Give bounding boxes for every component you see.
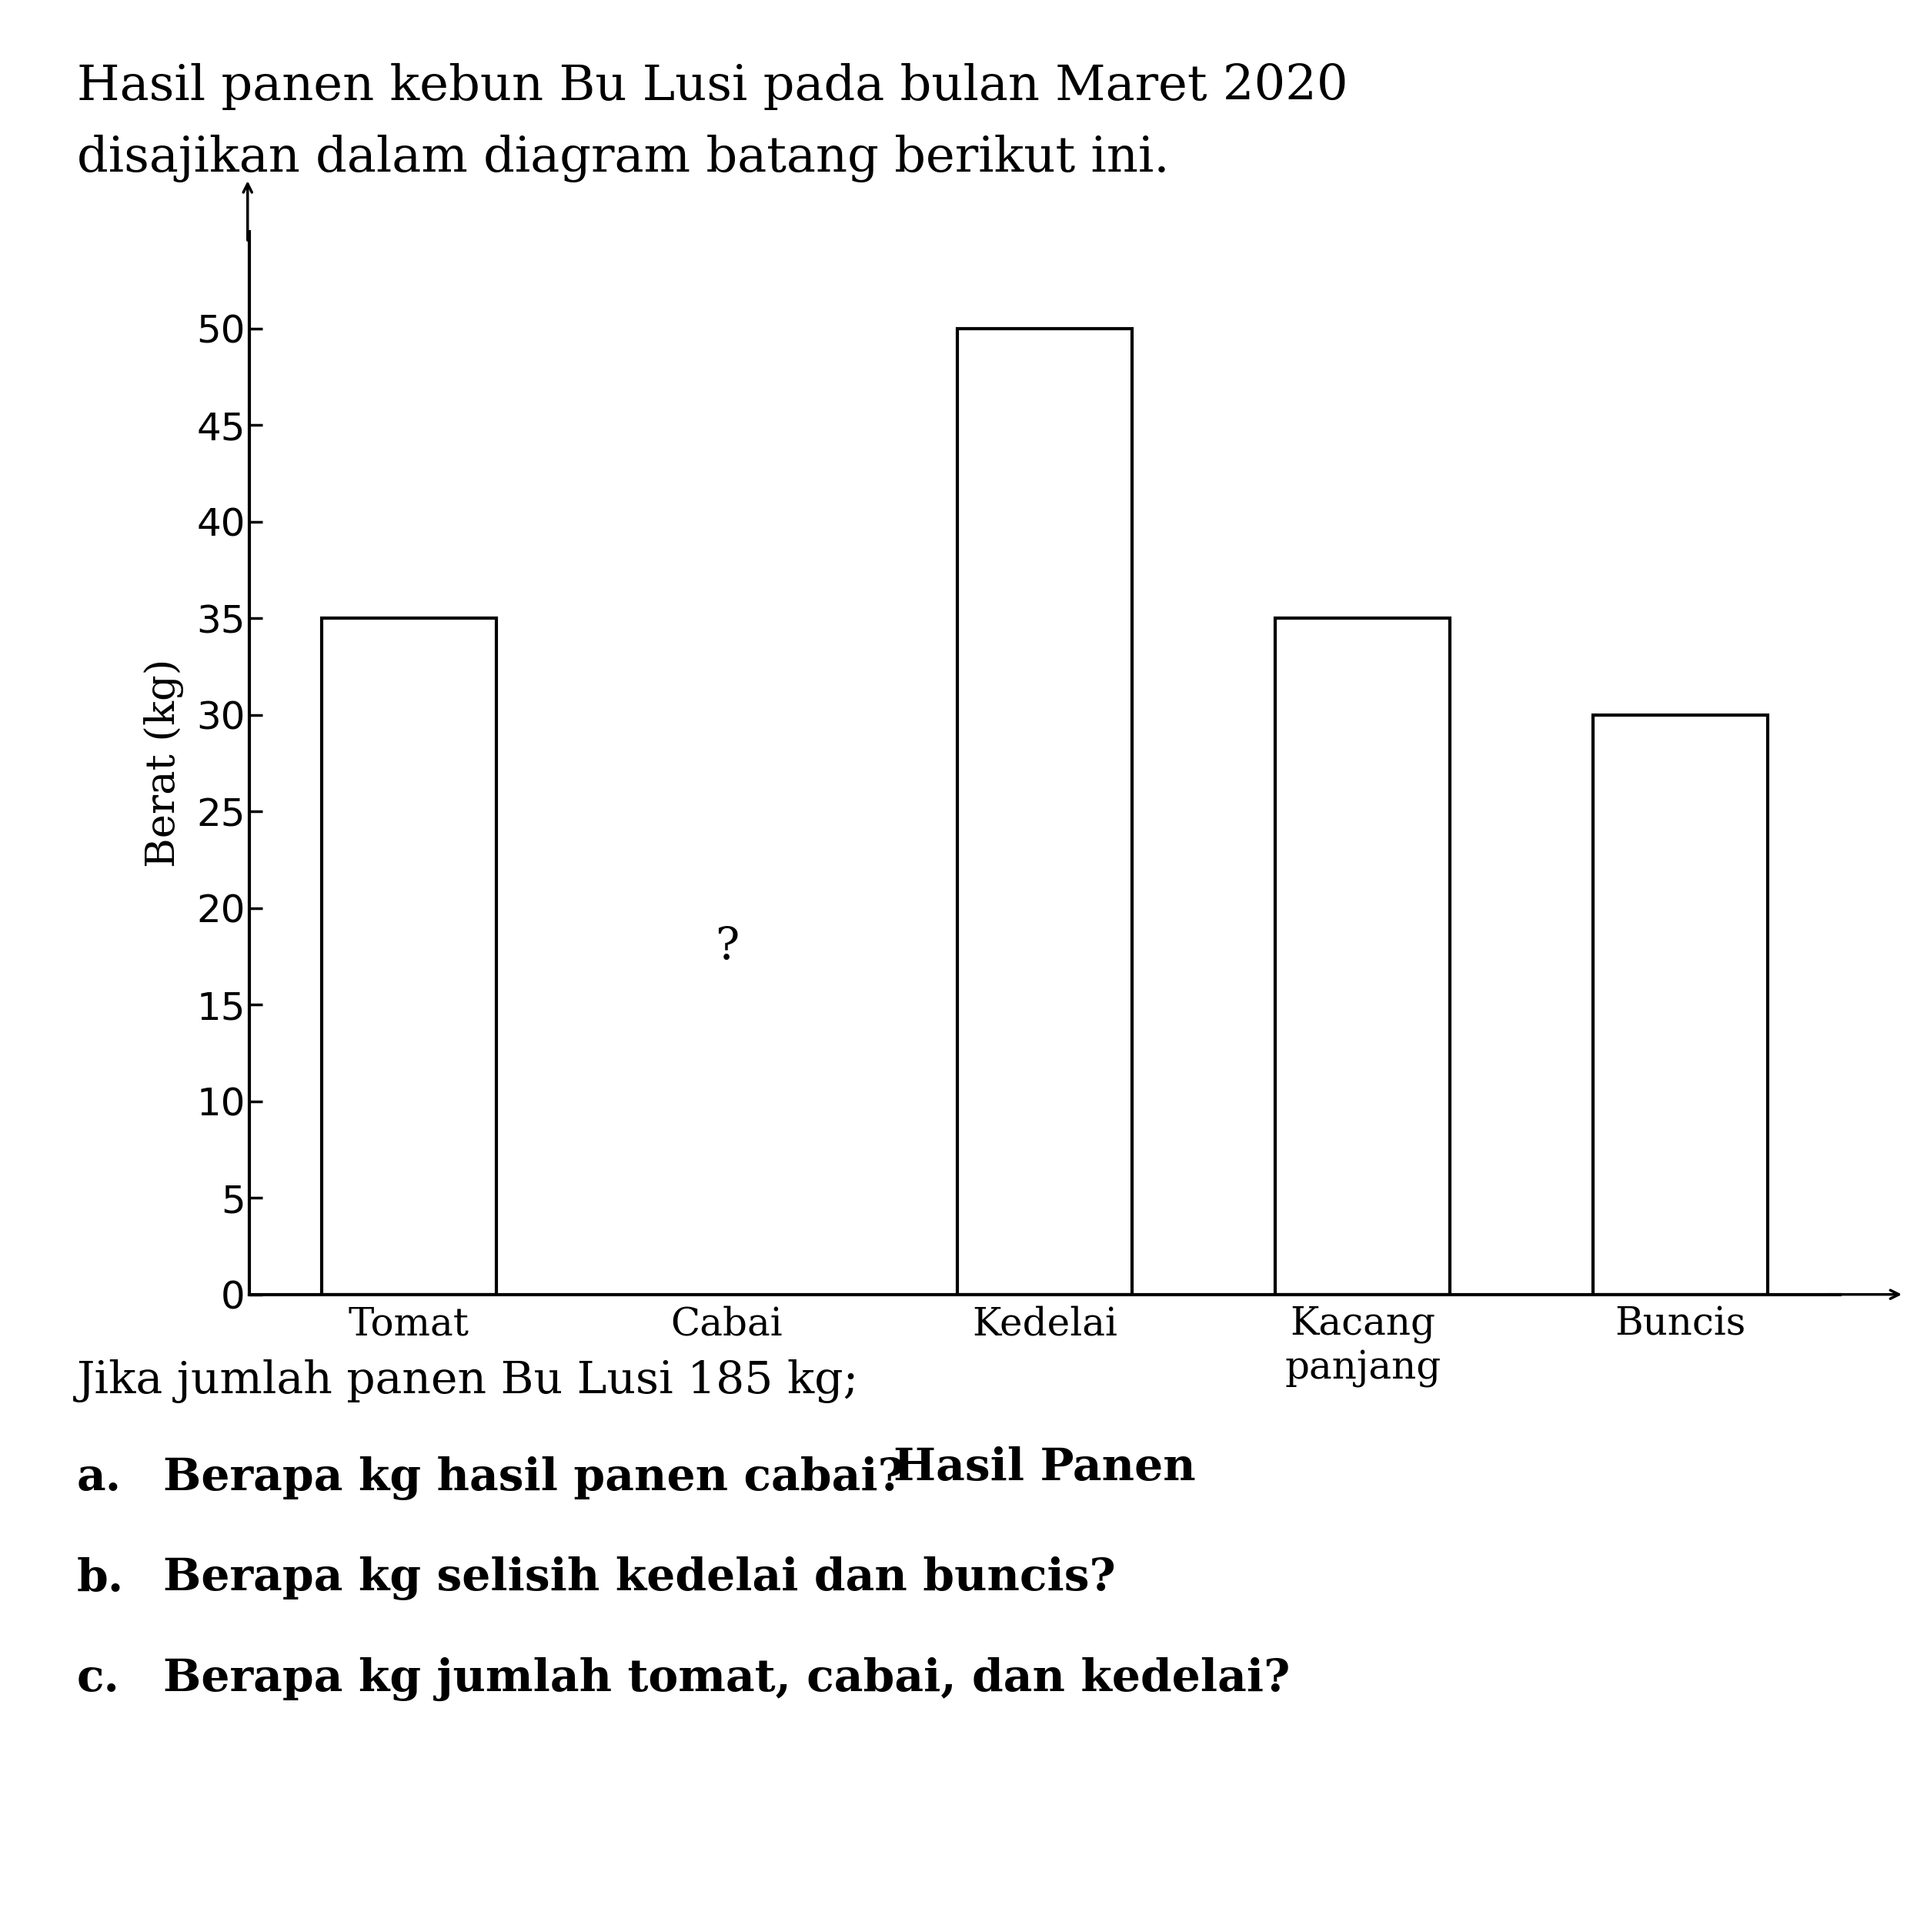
- Text: disajikan dalam diagram batang berikut ini.: disajikan dalam diagram batang berikut i…: [77, 135, 1169, 182]
- Text: Berapa kg hasil panen cabai?: Berapa kg hasil panen cabai?: [163, 1457, 905, 1499]
- Bar: [1275, 618, 1449, 1294]
- Y-axis label: Berat (kg): Berat (kg): [144, 659, 184, 867]
- Text: c.: c.: [77, 1658, 119, 1700]
- Text: Hasil panen kebun Bu Lusi pada bulan Maret 2020: Hasil panen kebun Bu Lusi pada bulan Mar…: [77, 64, 1348, 110]
- Bar: [957, 328, 1133, 1294]
- Text: Berapa kg selisih kedelai dan buncis?: Berapa kg selisih kedelai dan buncis?: [163, 1557, 1116, 1600]
- Text: ?: ?: [715, 925, 738, 968]
- Text: Berapa kg jumlah tomat, cabai, dan kedelai?: Berapa kg jumlah tomat, cabai, dan kedel…: [163, 1658, 1290, 1700]
- Bar: [1593, 715, 1767, 1294]
- Bar: [322, 618, 497, 1294]
- Text: Jika jumlah panen Bu Lusi 185 kg;: Jika jumlah panen Bu Lusi 185 kg;: [77, 1360, 859, 1403]
- Text: a.: a.: [77, 1457, 121, 1499]
- Text: b.: b.: [77, 1557, 125, 1600]
- X-axis label: Hasil Panen: Hasil Panen: [893, 1447, 1196, 1490]
